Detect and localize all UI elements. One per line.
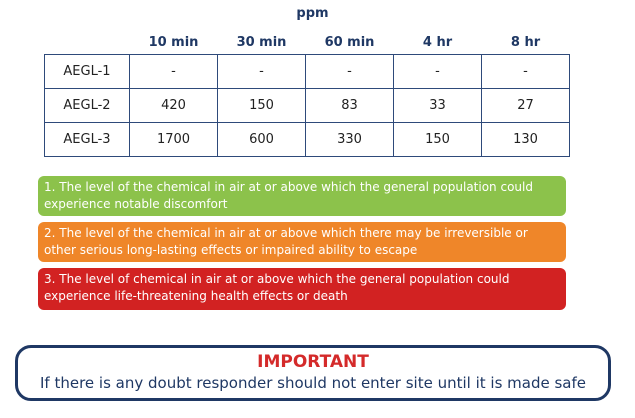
table-cell: 33 — [393, 88, 482, 123]
table-row: AEGL-2 420 150 83 33 27 — [44, 88, 570, 123]
table-cell: 130 — [481, 122, 570, 157]
column-header: 10 min — [148, 34, 199, 50]
table-cell: 27 — [481, 88, 570, 123]
table-row: AEGL-1- - - - - — [44, 54, 570, 89]
row-header: AEGL-2 — [44, 88, 130, 123]
table-cell: - — [305, 54, 394, 89]
table-cell: - — [481, 54, 570, 89]
column-header: 8 hr — [510, 34, 541, 50]
row-header: AEGL-1 — [44, 54, 130, 89]
table-cell: 150 — [217, 88, 306, 123]
table-cell: - — [129, 54, 218, 89]
aegl-table: 10 min 30 min 60 min 4 hr 8 hr AEGL-1- - - - - AEG… — [44, 30, 570, 157]
table-cell: 150 — [393, 122, 482, 157]
notice-title: IMPORTANT — [257, 352, 369, 372]
table-cell: - — [393, 54, 482, 89]
row-header: AEGL-3 — [44, 122, 130, 157]
table-cell: 1700 — [129, 122, 218, 157]
table-row: AEGL-3 1700 600 330 150 130 — [44, 122, 570, 157]
note-green: 1. The level of the chemical in air at o… — [38, 176, 566, 216]
column-header: 30 min — [236, 34, 287, 50]
corner — [45, 30, 130, 55]
note-red: 3. The level of chemical in air at or ab… — [38, 268, 566, 310]
header-row: 10 min 30 min 60 min 4 hr 8 hr — [45, 30, 570, 55]
column-header: 4 hr — [422, 34, 453, 50]
table-cell: - — [217, 54, 306, 89]
note-orange: 2. The level of the chemical in air at o… — [38, 222, 566, 262]
notice-text: If there is any doubt responder should n… — [39, 374, 586, 392]
notice-box: IMPORTANT If there is any doubt responde… — [15, 345, 611, 401]
table-cell: 330 — [305, 122, 394, 157]
table-cell: 83 — [305, 88, 394, 123]
table-cell: 600 — [217, 122, 306, 157]
column-header: 60 min — [324, 34, 375, 50]
unit-header: ppm — [296, 6, 329, 21]
table-cell: 420 — [129, 88, 218, 123]
